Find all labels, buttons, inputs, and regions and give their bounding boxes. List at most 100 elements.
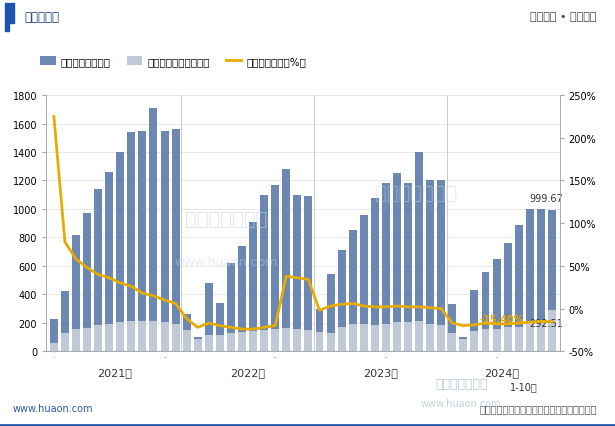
- Text: 2021-2024年10月内蒙古自治区房地产商品住宅及商品住宅现房销售面积: 2021-2024年10月内蒙古自治区房地产商品住宅及商品住宅现房销售面积: [108, 52, 507, 70]
- Bar: [327, 275, 335, 351]
- Text: www.huaon.com: www.huaon.com: [421, 397, 501, 408]
- Bar: [149, 109, 157, 351]
- Text: www.huaon.com: www.huaon.com: [12, 403, 93, 413]
- Bar: [216, 303, 224, 351]
- Bar: [404, 184, 412, 351]
- Bar: [371, 198, 379, 351]
- Bar: [94, 190, 102, 351]
- Bar: [493, 259, 501, 351]
- Bar: [238, 332, 246, 351]
- Bar: [360, 215, 368, 351]
- Bar: [282, 328, 290, 351]
- Bar: [338, 250, 346, 351]
- Bar: [293, 195, 301, 351]
- Text: 292.51: 292.51: [530, 318, 563, 328]
- Bar: [426, 324, 434, 351]
- Bar: [415, 153, 423, 351]
- Bar: [194, 340, 202, 351]
- Bar: [260, 195, 268, 351]
- Bar: [127, 133, 135, 351]
- Text: 1-10月: 1-10月: [510, 381, 538, 391]
- Text: 华经情报网: 华经情报网: [25, 11, 60, 24]
- Bar: [205, 335, 213, 351]
- Bar: [349, 231, 357, 351]
- Bar: [515, 328, 523, 351]
- Bar: [172, 130, 180, 351]
- Bar: [271, 185, 279, 351]
- Bar: [548, 310, 556, 351]
- Bar: [315, 332, 323, 351]
- Bar: [260, 331, 268, 351]
- Bar: [526, 210, 534, 351]
- Bar: [482, 329, 490, 351]
- Bar: [371, 325, 379, 351]
- Text: www.huaon.com: www.huaon.com: [174, 256, 277, 268]
- Bar: [183, 314, 191, 351]
- Bar: [83, 328, 91, 351]
- Text: 2024年: 2024年: [485, 367, 520, 377]
- Bar: [537, 210, 545, 351]
- Bar: [537, 320, 545, 351]
- Bar: [227, 263, 235, 351]
- Bar: [72, 329, 80, 351]
- Bar: [227, 334, 235, 351]
- Bar: [526, 322, 534, 351]
- Bar: [50, 319, 58, 351]
- Bar: [83, 214, 91, 351]
- Bar: [338, 328, 346, 351]
- Bar: [304, 197, 312, 351]
- Bar: [548, 211, 556, 351]
- Text: 2023年: 2023年: [363, 367, 398, 377]
- Bar: [161, 131, 169, 351]
- Bar: [315, 309, 323, 351]
- Bar: [437, 325, 445, 351]
- Bar: [161, 322, 169, 351]
- Bar: [515, 225, 523, 351]
- Bar: [470, 291, 478, 351]
- Text: 2021年: 2021年: [97, 367, 132, 377]
- Bar: [448, 334, 456, 351]
- Text: 2022年: 2022年: [230, 367, 265, 377]
- Bar: [459, 337, 467, 351]
- Bar: [360, 324, 368, 351]
- Bar: [504, 328, 512, 351]
- Bar: [116, 153, 124, 351]
- Bar: [216, 335, 224, 351]
- Text: 华经产业研究院: 华经产业研究院: [184, 209, 267, 228]
- Bar: [94, 325, 102, 351]
- Bar: [404, 322, 412, 351]
- Bar: [382, 184, 390, 351]
- Text: -15.40%: -15.40%: [480, 314, 524, 325]
- Bar: [459, 340, 467, 351]
- Bar: [271, 329, 279, 351]
- Bar: [105, 173, 113, 351]
- Bar: [238, 246, 246, 351]
- Bar: [437, 181, 445, 351]
- Bar: [249, 222, 257, 351]
- Bar: [393, 174, 401, 351]
- Bar: [5, 4, 9, 32]
- Bar: [61, 333, 69, 351]
- Text: 华经产业研究院: 华经产业研究院: [375, 184, 457, 202]
- Bar: [327, 334, 335, 351]
- Bar: [393, 322, 401, 351]
- Bar: [72, 235, 80, 351]
- Bar: [482, 272, 490, 351]
- Text: 华经产业研究院: 华经产业研究院: [435, 377, 488, 390]
- Bar: [138, 131, 146, 351]
- Bar: [138, 322, 146, 351]
- Bar: [105, 324, 113, 351]
- Bar: [304, 331, 312, 351]
- Bar: [493, 329, 501, 351]
- Bar: [448, 304, 456, 351]
- Bar: [183, 330, 191, 351]
- Bar: [470, 331, 478, 351]
- Bar: [172, 324, 180, 351]
- Bar: [205, 283, 213, 351]
- Bar: [194, 337, 202, 351]
- Bar: [293, 329, 301, 351]
- Bar: [149, 321, 157, 351]
- Bar: [10, 4, 14, 23]
- Text: 专业严谨 • 客观科学: 专业严谨 • 客观科学: [530, 12, 597, 23]
- Bar: [127, 321, 135, 351]
